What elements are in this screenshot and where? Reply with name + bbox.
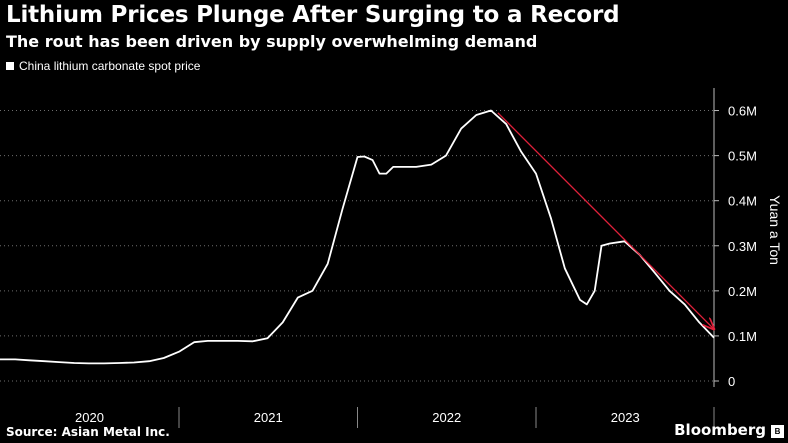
y-tick-label: 0.2M	[728, 284, 757, 299]
trend-arrow	[497, 112, 714, 329]
y-tick-label: 0.1M	[728, 329, 757, 344]
x-tick-label: 2022	[432, 410, 461, 425]
legend-swatch	[6, 62, 14, 70]
chart-subtitle: The rout has been driven by supply overw…	[6, 32, 538, 51]
y-tick-label: 0.5M	[728, 149, 757, 164]
x-tick-label: 2023	[611, 410, 640, 425]
y-tick-label: 0.6M	[728, 104, 757, 119]
y-tick-label: 0.3M	[728, 239, 757, 254]
source-note: Source: Asian Metal Inc.	[6, 425, 170, 439]
y-axis-label: Yuan a Ton	[767, 195, 783, 265]
x-tick-label: 2021	[254, 410, 283, 425]
legend: China lithium carbonate spot price	[6, 59, 200, 73]
y-tick-label: 0	[728, 374, 735, 389]
bloomberg-icon: B	[771, 425, 784, 438]
y-tick-label: 0.4M	[728, 194, 757, 209]
chart-title: Lithium Prices Plunge After Surging to a…	[6, 2, 620, 28]
price-series-line	[0, 109, 715, 365]
bloomberg-logo: Bloomberg	[674, 421, 766, 439]
legend-label: China lithium carbonate spot price	[19, 59, 201, 73]
x-tick-label: 2020	[75, 410, 104, 425]
